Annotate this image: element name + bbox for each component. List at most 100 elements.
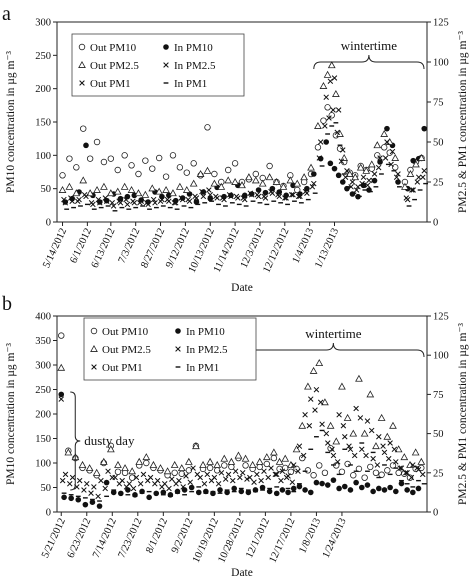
data-point <box>415 466 422 473</box>
legend-entry: In PM2.5 <box>174 60 216 72</box>
data-point <box>360 429 369 437</box>
y2-axis-label: PM2.5 & PM1 concentration in µg m⁻³ <box>457 322 469 504</box>
legend-entry: In PM10 <box>174 42 213 54</box>
data-point <box>149 460 158 468</box>
data-point <box>393 488 399 495</box>
series-in-pm2-5 <box>59 399 426 500</box>
data-point <box>421 125 428 132</box>
series-out-pm1 <box>61 107 426 206</box>
data-point <box>142 453 151 461</box>
data-point <box>316 155 323 161</box>
data-point <box>201 481 208 487</box>
data-point <box>378 471 385 478</box>
data-point <box>356 163 365 171</box>
series-in-pm1 <box>64 122 429 212</box>
data-point <box>420 174 426 180</box>
wintertime-brace <box>313 54 425 70</box>
data-point <box>239 470 246 476</box>
x-tick-label: 1/13/2013 <box>313 227 341 270</box>
data-point <box>408 474 415 481</box>
data-point <box>389 421 397 429</box>
data-point <box>162 173 170 180</box>
data-point <box>410 489 416 496</box>
data-point <box>112 474 118 481</box>
data-point <box>226 192 233 198</box>
data-point <box>327 78 334 84</box>
data-point <box>169 152 177 159</box>
y2-tick-label: 0 <box>433 508 438 519</box>
data-point <box>287 468 295 476</box>
panel-a: a 0 50 100 150 200 250 300 0 25 50 75 100 125 5/14/201… <box>2 3 469 294</box>
data-point <box>197 474 203 481</box>
data-point <box>371 177 378 184</box>
series-out-pm2-5 <box>58 61 426 198</box>
data-point <box>117 195 124 202</box>
data-point <box>161 481 168 487</box>
data-point <box>102 485 108 492</box>
x-tick-label: 1/24/2013 <box>321 517 349 560</box>
data-point <box>177 464 186 472</box>
data-point <box>364 182 371 188</box>
legend-marker <box>79 80 85 86</box>
data-point <box>121 464 129 472</box>
data-point <box>231 177 239 185</box>
data-point <box>323 139 330 145</box>
data-point <box>149 165 156 172</box>
data-point <box>213 193 219 200</box>
data-point <box>304 467 312 474</box>
data-point <box>295 193 302 200</box>
data-point <box>311 180 317 187</box>
data-point <box>285 473 291 479</box>
data-point <box>266 488 273 495</box>
data-point <box>248 460 257 468</box>
data-point <box>130 198 136 204</box>
legend-entry: In PM1 <box>174 78 207 90</box>
data-point <box>347 446 354 453</box>
data-point <box>393 174 400 180</box>
data-point <box>68 195 74 201</box>
data-point <box>309 184 316 190</box>
data-point <box>114 468 122 476</box>
data-point <box>183 473 189 479</box>
data-point <box>187 479 194 485</box>
data-point <box>88 490 94 496</box>
data-point <box>185 467 193 474</box>
wintertime-brace <box>242 342 425 358</box>
data-point <box>110 203 117 209</box>
data-point <box>418 464 425 472</box>
data-point <box>376 485 382 492</box>
data-point <box>393 459 399 465</box>
panel-letter: b <box>2 293 12 315</box>
x-tick-label: 11/14/2012 <box>212 227 242 275</box>
data-point <box>169 476 175 482</box>
data-point <box>343 413 352 421</box>
data-point <box>124 201 131 208</box>
data-point <box>163 467 172 475</box>
data-point <box>131 192 138 199</box>
data-point <box>359 180 365 187</box>
data-point <box>317 155 324 162</box>
data-point <box>331 75 338 81</box>
data-point <box>406 169 415 177</box>
y-tick-label: 300 <box>35 18 51 29</box>
data-point <box>192 193 198 200</box>
data-point <box>119 477 125 484</box>
data-point <box>321 398 329 406</box>
data-point <box>258 179 267 187</box>
data-point <box>323 430 330 437</box>
data-point <box>211 474 218 481</box>
data-point <box>320 117 327 124</box>
data-point <box>315 359 324 367</box>
data-point <box>113 187 122 195</box>
dusty-day-label: dusty day <box>84 433 135 448</box>
y2-tick-label: 25 <box>433 178 444 189</box>
data-point <box>384 139 390 145</box>
x-tick-label: 7/3/2012 <box>117 227 143 265</box>
data-point <box>319 480 325 487</box>
data-point <box>150 196 157 203</box>
data-point <box>338 382 346 390</box>
data-point <box>84 481 90 487</box>
data-point <box>83 142 89 149</box>
legend: Out PM10 In PM10 Out PM2.5 In PM2.5 Out PM1 I… <box>83 317 257 381</box>
data-point <box>403 195 410 201</box>
